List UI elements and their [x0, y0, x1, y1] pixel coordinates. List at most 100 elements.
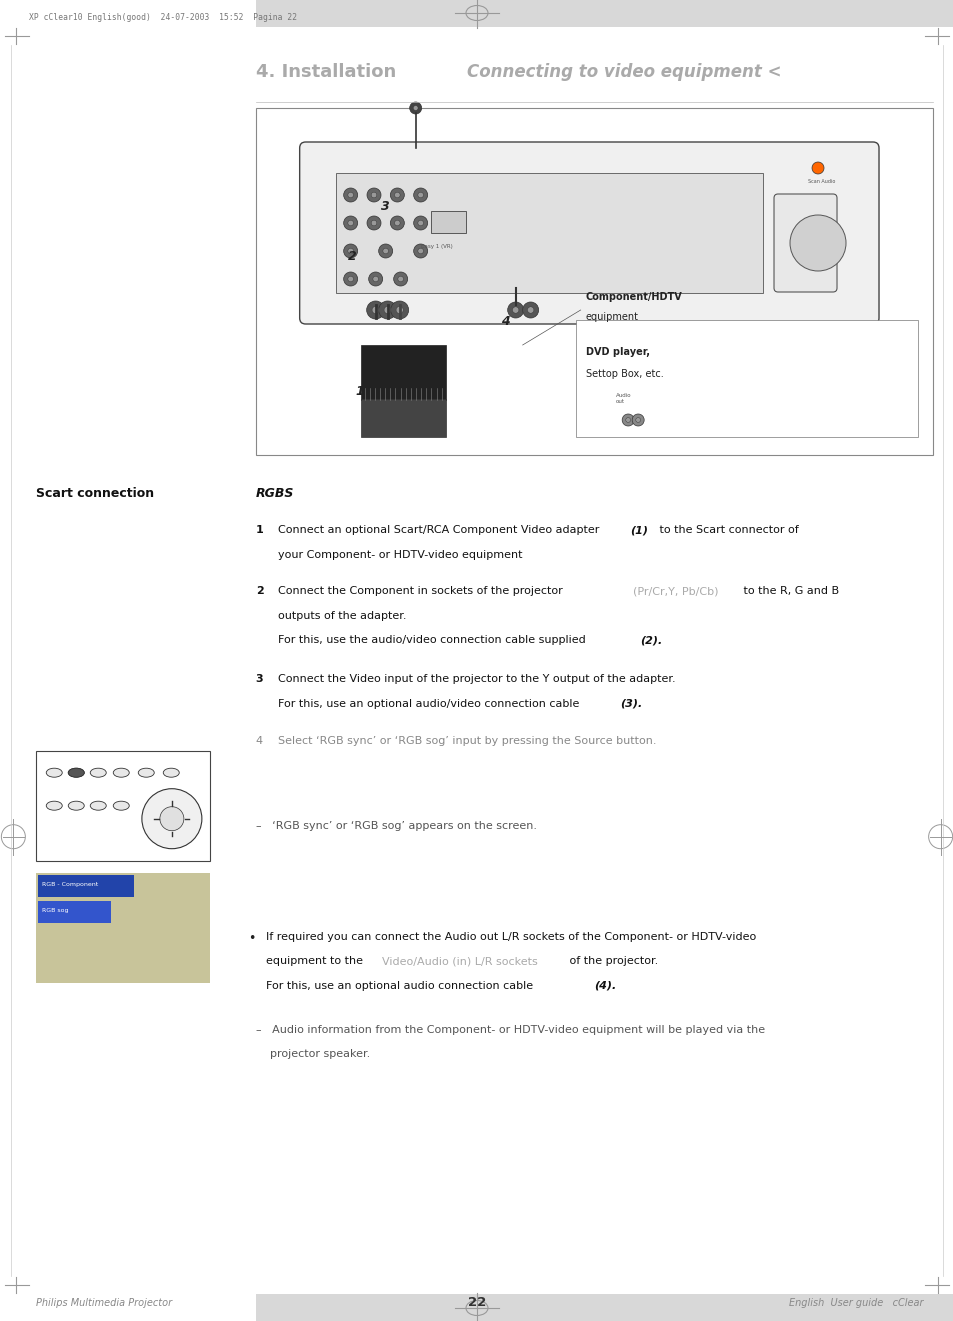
Text: of the projector.: of the projector.: [565, 956, 658, 966]
Circle shape: [390, 217, 404, 230]
Text: outputs of the adapter.: outputs of the adapter.: [277, 610, 406, 621]
Bar: [36, 750, 210, 861]
Text: Scart connection: Scart connection: [36, 487, 154, 501]
Text: (3).: (3).: [619, 699, 641, 709]
Bar: [575, 320, 917, 437]
Circle shape: [348, 248, 354, 254]
Text: Connect the Component in sockets of the projector: Connect the Component in sockets of the …: [277, 587, 565, 596]
Bar: [335, 173, 762, 293]
Text: 22: 22: [467, 1296, 486, 1309]
Circle shape: [417, 221, 423, 226]
Text: 2: 2: [255, 587, 263, 596]
Text: –   ‘RGB sync’ or ‘RGB sog’ appears on the screen.: – ‘RGB sync’ or ‘RGB sog’ appears on the…: [255, 822, 537, 831]
Bar: [430, 211, 465, 232]
Text: Settop Box, etc.: Settop Box, etc.: [585, 369, 662, 379]
Text: Video/Audio (in) L/R sockets: Video/Audio (in) L/R sockets: [381, 956, 537, 966]
Bar: [255, 1295, 953, 1321]
Circle shape: [395, 221, 399, 226]
Text: Connecting to video equipment <: Connecting to video equipment <: [467, 63, 781, 81]
Circle shape: [635, 417, 639, 423]
Circle shape: [395, 192, 399, 198]
Circle shape: [348, 221, 354, 226]
Text: For this, use the audio/video connection cable supplied: For this, use the audio/video connection…: [277, 635, 588, 645]
Text: RGB - Component: RGB - Component: [42, 882, 98, 888]
Text: your Component- or HDTV-video equipment: your Component- or HDTV-video equipment: [277, 550, 521, 560]
Text: 4: 4: [255, 736, 262, 745]
Text: English  User guide   cClear: English User guide cClear: [788, 1299, 923, 1308]
Circle shape: [527, 306, 534, 313]
Text: Audio
out: Audio out: [615, 394, 631, 404]
Circle shape: [348, 192, 354, 198]
Circle shape: [378, 244, 393, 258]
Circle shape: [378, 301, 396, 318]
Circle shape: [397, 276, 403, 281]
Text: RGBS: RGBS: [255, 487, 294, 501]
Circle shape: [373, 276, 378, 281]
Circle shape: [811, 162, 823, 174]
Circle shape: [414, 188, 427, 202]
Circle shape: [343, 217, 357, 230]
Bar: [38, 901, 112, 922]
Text: Component/HDTV: Component/HDTV: [585, 292, 681, 303]
Ellipse shape: [91, 769, 106, 777]
Text: Connect the Video input of the projector to the Y output of the adapter.: Connect the Video input of the projector…: [277, 675, 675, 684]
Text: 4: 4: [500, 314, 509, 328]
Circle shape: [343, 244, 357, 258]
Circle shape: [367, 217, 380, 230]
Text: Philips Multimedia Projector: Philips Multimedia Projector: [36, 1299, 172, 1308]
Circle shape: [343, 272, 357, 287]
Circle shape: [621, 413, 634, 425]
Ellipse shape: [163, 769, 179, 777]
Text: Easy 1 (VR): Easy 1 (VR): [420, 244, 452, 248]
Circle shape: [382, 248, 388, 254]
Text: equipment: equipment: [585, 312, 638, 322]
Circle shape: [409, 102, 421, 114]
Text: For this, use an optional audio connection cable: For this, use an optional audio connecti…: [265, 980, 536, 991]
Text: •: •: [248, 931, 254, 945]
Bar: [36, 873, 210, 983]
Ellipse shape: [46, 802, 62, 810]
Ellipse shape: [69, 802, 84, 810]
Circle shape: [414, 217, 427, 230]
Text: (Pr/Cr,Y, Pb/Cb): (Pr/Cr,Y, Pb/Cb): [632, 587, 718, 596]
Bar: [360, 399, 445, 437]
Circle shape: [372, 306, 379, 313]
Circle shape: [789, 215, 845, 271]
Circle shape: [522, 303, 538, 318]
Text: 1: 1: [355, 384, 364, 398]
Ellipse shape: [113, 802, 129, 810]
Circle shape: [394, 272, 407, 287]
Text: 2: 2: [347, 250, 356, 263]
Ellipse shape: [138, 769, 154, 777]
Text: DVD player,: DVD player,: [585, 347, 649, 357]
Circle shape: [371, 221, 376, 226]
Text: 3: 3: [380, 199, 389, 213]
Circle shape: [507, 303, 523, 318]
Text: Select ‘RGB sync’ or ‘RGB sog’ input by pressing the Source button.: Select ‘RGB sync’ or ‘RGB sog’ input by …: [277, 736, 656, 745]
Circle shape: [367, 188, 380, 202]
Text: (1): (1): [629, 524, 647, 535]
FancyBboxPatch shape: [773, 194, 836, 292]
Circle shape: [625, 417, 630, 423]
Ellipse shape: [46, 769, 62, 777]
Text: equipment to the: equipment to the: [265, 956, 366, 966]
Bar: [360, 345, 445, 400]
Ellipse shape: [69, 769, 84, 777]
Text: to the R, G and B: to the R, G and B: [739, 587, 838, 596]
Text: 3: 3: [255, 675, 263, 684]
Bar: [38, 875, 133, 897]
Text: If required you can connect the Audio out L/R sockets of the Component- or HDTV-: If required you can connect the Audio ou…: [265, 931, 755, 942]
Ellipse shape: [113, 769, 129, 777]
Text: –   Audio information from the Component- or HDTV-video equipment will be played: – Audio information from the Component- …: [255, 1025, 764, 1034]
Circle shape: [395, 306, 403, 313]
Bar: [255, 0, 953, 26]
FancyBboxPatch shape: [299, 141, 878, 324]
Circle shape: [142, 789, 202, 848]
Text: projector speaker.: projector speaker.: [270, 1049, 370, 1059]
Text: 4. Installation: 4. Installation: [255, 63, 395, 81]
Circle shape: [348, 276, 354, 281]
Text: to the Scart connector of: to the Scart connector of: [655, 524, 798, 535]
Text: 1: 1: [255, 524, 263, 535]
Text: RGB sog: RGB sog: [42, 909, 69, 913]
Circle shape: [391, 301, 408, 318]
